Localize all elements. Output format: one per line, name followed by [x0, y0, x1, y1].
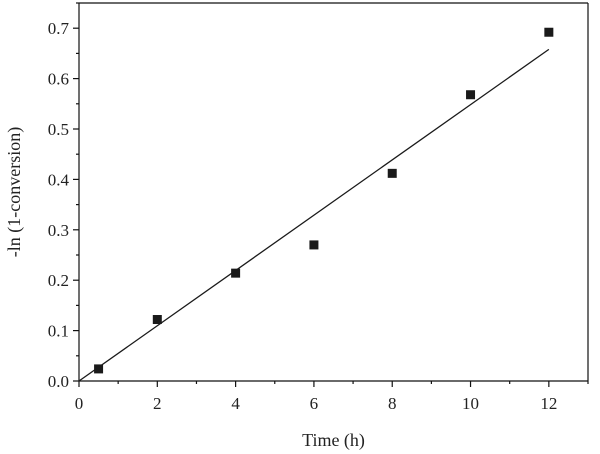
x-tick-label: 10 [462, 394, 479, 413]
y-tick-label: 0.6 [48, 70, 69, 89]
x-tick-label: 4 [231, 394, 240, 413]
x-tick-label: 8 [388, 394, 397, 413]
x-tick-label: 0 [75, 394, 84, 413]
data-layer [78, 27, 554, 382]
data-point [309, 240, 319, 250]
y-axis-title: -ln (1-conversion) [4, 127, 25, 257]
x-ticks: 0 2 4 6 8 10 12 [75, 381, 589, 413]
x-tick-label: 2 [153, 394, 162, 413]
data-point [94, 364, 104, 374]
y-tick-label: 0.2 [48, 271, 69, 290]
y-tick-label: 0.1 [48, 322, 69, 341]
x-tick-label: 6 [310, 394, 319, 413]
fit-line [78, 48, 550, 382]
y-tick-label: 0.5 [48, 120, 69, 139]
plot-axes [78, 2, 589, 382]
data-point [231, 268, 241, 278]
x-axis-title: Time (h) [302, 430, 365, 451]
y-tick-label: 0.3 [48, 221, 69, 240]
y-ticks: 0.0 0.1 0.2 0.3 0.4 0.5 0.6 0.7 [48, 2, 79, 391]
data-point [152, 315, 162, 325]
data-point [387, 168, 397, 178]
x-tick-label: 12 [540, 394, 557, 413]
y-tick-label: 0.7 [48, 19, 70, 38]
y-tick-label: 0.4 [48, 170, 70, 189]
data-point [466, 90, 476, 100]
data-point [544, 27, 554, 37]
y-tick-label: 0.0 [48, 372, 69, 391]
